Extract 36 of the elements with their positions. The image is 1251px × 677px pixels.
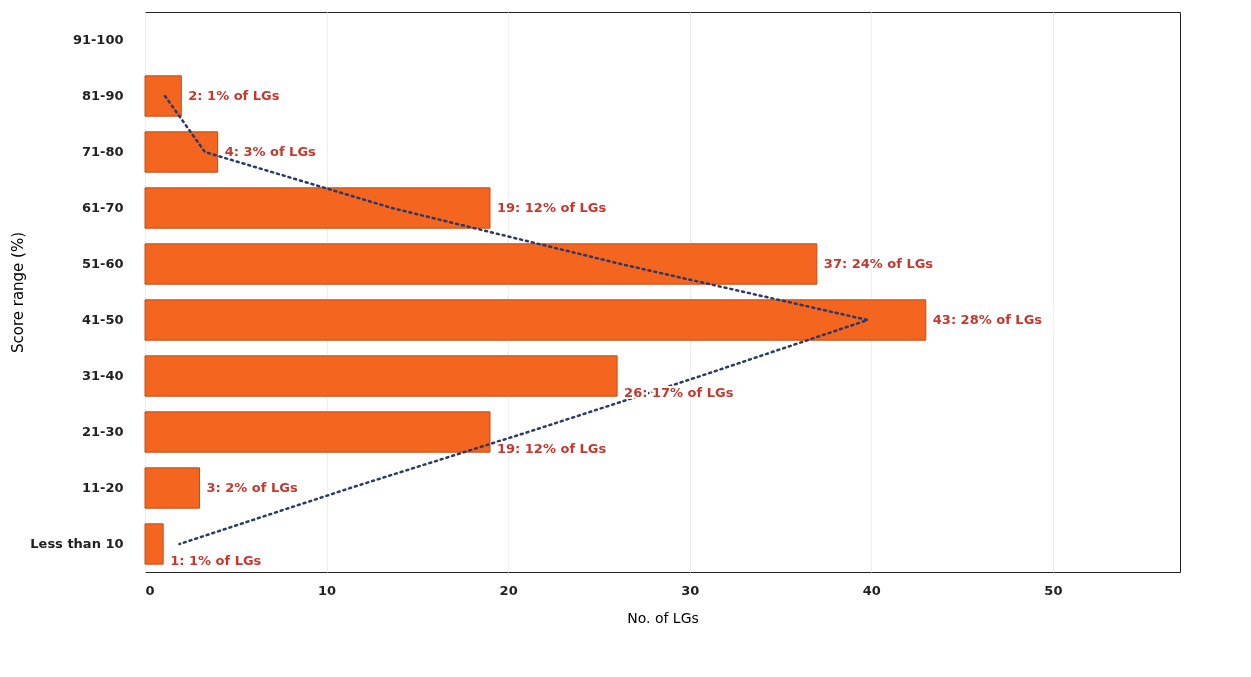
y-tick-label: 21-30 [81,424,124,439]
y-axis-title: Score range (%) [9,231,28,354]
data-label: 4: 3% of LGs [224,144,317,159]
bar [144,299,927,341]
bar [144,75,182,117]
bar [144,523,164,565]
bar [144,355,618,397]
y-tick-label: 31-40 [81,368,124,383]
x-tick-label: 0 [145,582,155,598]
bar [144,411,491,453]
bar [144,187,491,229]
bar [144,243,818,285]
data-label: 43: 28% of LGs [932,312,1043,327]
y-tick-label: 91-100 [72,32,124,47]
x-tick-label: 20 [499,582,518,598]
y-tick-label: 71-80 [81,144,124,159]
y-tick-label: 81-90 [81,88,124,103]
data-label: 19: 12% of LGs [497,441,607,456]
y-tick-label: 51-60 [81,256,124,271]
data-label: 26: 17% of LGs [624,385,734,400]
y-tick-label: Less than 10 [30,536,124,551]
data-label: 3: 2% of LGs [206,480,298,495]
data-label: 2: 1% of LGs [188,88,280,103]
x-axis-title: No. of LGs [627,609,699,626]
y-tick-label: 11-20 [81,480,124,495]
x-tick-label: 10 [318,582,337,598]
bar [144,467,200,509]
data-label: 37: 24% of LGs [823,256,934,271]
y-tick-label: 41-50 [81,312,124,327]
data-label: 1: 1% of LGs [170,553,262,568]
x-tick-label: 50 [1044,582,1063,598]
y-tick-label: 61-70 [81,200,124,215]
x-tick-label: 30 [681,582,700,598]
bar [144,131,219,173]
x-tick-label: 40 [862,582,881,598]
data-label: 19: 12% of LGs [497,200,607,215]
